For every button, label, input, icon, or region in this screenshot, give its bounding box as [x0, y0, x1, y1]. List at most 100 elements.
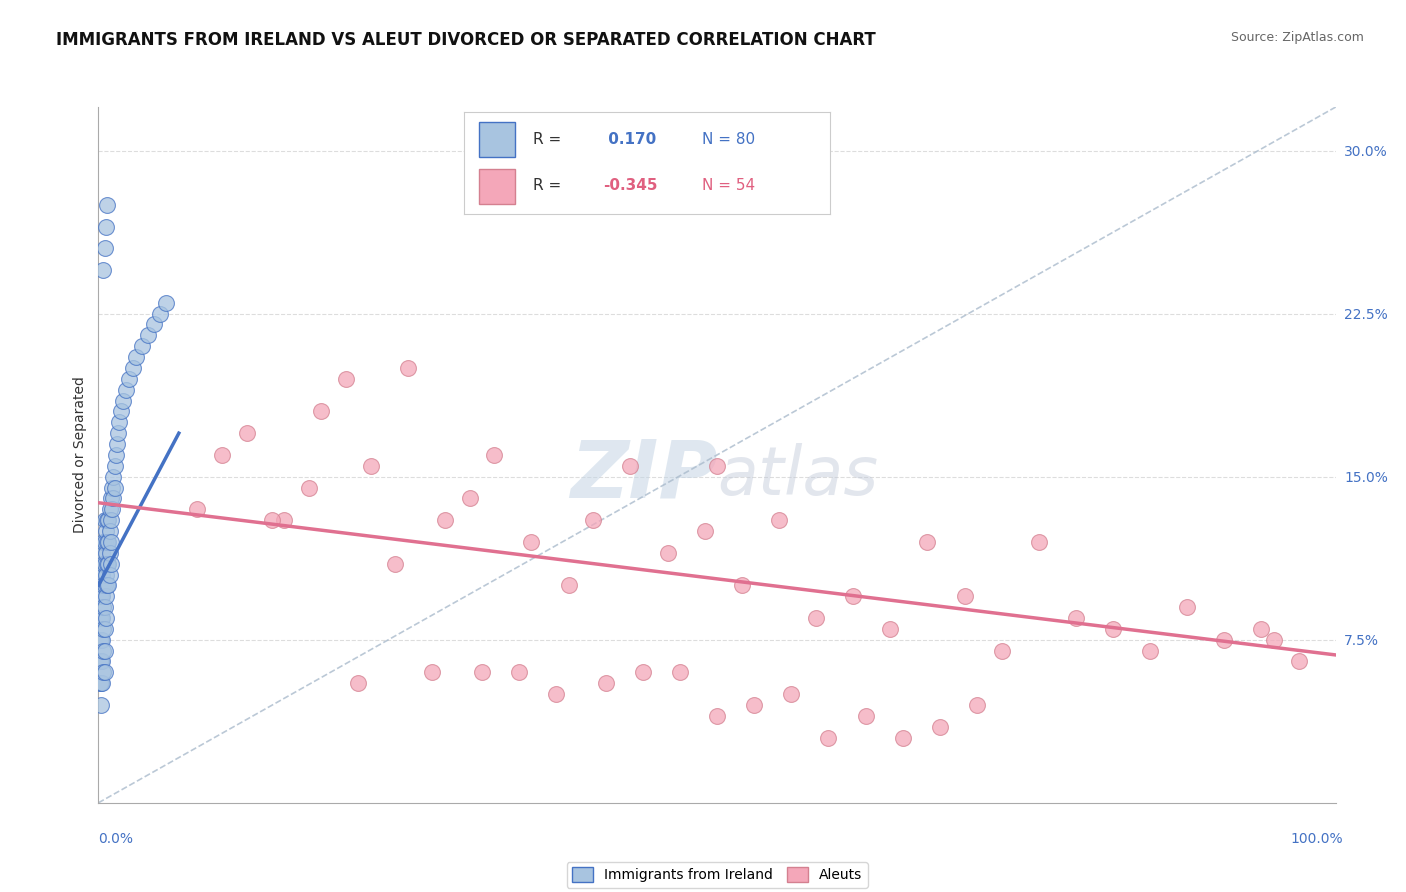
- Point: [384, 557, 406, 571]
- Point: [1139, 643, 1161, 657]
- Point: [706, 708, 728, 723]
- Point: [149, 307, 172, 321]
- Point: [103, 458, 125, 473]
- Text: R =: R =: [533, 178, 561, 193]
- Point: [93, 513, 115, 527]
- Text: 0.170: 0.170: [603, 132, 657, 146]
- Point: [396, 360, 419, 375]
- Point: [93, 665, 115, 680]
- Point: [101, 481, 124, 495]
- Point: [731, 578, 754, 592]
- Point: [94, 567, 117, 582]
- Point: [97, 535, 120, 549]
- Point: [90, 655, 112, 669]
- Point: [91, 567, 114, 582]
- Point: [879, 622, 901, 636]
- Point: [97, 578, 120, 592]
- Point: [706, 458, 728, 473]
- Point: [93, 241, 115, 255]
- Point: [103, 491, 125, 506]
- Point: [1288, 655, 1310, 669]
- Text: ZIP: ZIP: [569, 437, 717, 515]
- Point: [335, 372, 357, 386]
- Point: [1175, 600, 1198, 615]
- Point: [107, 426, 129, 441]
- Point: [98, 567, 121, 582]
- Point: [155, 295, 177, 310]
- Point: [742, 698, 765, 712]
- Point: [1028, 535, 1050, 549]
- Point: [669, 665, 692, 680]
- Point: [105, 437, 128, 451]
- Text: R =: R =: [533, 132, 561, 146]
- Point: [100, 535, 122, 549]
- Text: atlas: atlas: [717, 442, 879, 508]
- Point: [1213, 632, 1236, 647]
- Point: [100, 557, 122, 571]
- Point: [101, 502, 124, 516]
- Point: [98, 502, 121, 516]
- Point: [298, 481, 321, 495]
- Point: [98, 546, 121, 560]
- Point: [93, 535, 115, 549]
- Point: [91, 676, 114, 690]
- Point: [891, 731, 914, 745]
- Point: [90, 589, 112, 603]
- FancyBboxPatch shape: [478, 122, 515, 157]
- Y-axis label: Divorced or Separated: Divorced or Separated: [73, 376, 87, 533]
- Point: [842, 589, 865, 603]
- Point: [114, 383, 136, 397]
- Point: [96, 513, 118, 527]
- Point: [103, 469, 125, 483]
- Point: [100, 491, 122, 506]
- Point: [97, 513, 120, 527]
- Point: [94, 219, 117, 234]
- Point: [966, 698, 988, 712]
- Point: [90, 676, 112, 690]
- Point: [97, 557, 120, 571]
- Text: Source: ZipAtlas.com: Source: ZipAtlas.com: [1230, 31, 1364, 45]
- Point: [619, 458, 641, 473]
- Point: [89, 655, 111, 669]
- Point: [112, 393, 135, 408]
- Point: [96, 557, 118, 571]
- Point: [471, 665, 494, 680]
- Point: [582, 513, 605, 527]
- Point: [990, 643, 1012, 657]
- Point: [93, 622, 115, 636]
- Point: [91, 632, 114, 647]
- Point: [89, 676, 111, 690]
- Point: [508, 665, 530, 680]
- Point: [260, 513, 283, 527]
- Text: IMMIGRANTS FROM IRELAND VS ALEUT DIVORCED OR SEPARATED CORRELATION CHART: IMMIGRANTS FROM IRELAND VS ALEUT DIVORCE…: [56, 31, 876, 49]
- Point: [855, 708, 877, 723]
- Point: [96, 578, 118, 592]
- Point: [90, 611, 112, 625]
- Point: [100, 513, 122, 527]
- Point: [91, 546, 114, 560]
- Point: [108, 415, 131, 429]
- Point: [89, 611, 111, 625]
- Text: 0.0%: 0.0%: [98, 832, 134, 846]
- Point: [93, 600, 115, 615]
- Point: [94, 524, 117, 538]
- Point: [93, 557, 115, 571]
- Point: [98, 524, 121, 538]
- Point: [131, 339, 153, 353]
- Point: [433, 513, 456, 527]
- Point: [94, 589, 117, 603]
- Point: [768, 513, 790, 527]
- Point: [89, 589, 111, 603]
- Point: [309, 404, 332, 418]
- Point: [96, 535, 118, 549]
- Point: [1250, 622, 1272, 636]
- Point: [96, 198, 118, 212]
- Point: [557, 578, 579, 592]
- Point: [91, 655, 114, 669]
- Point: [1263, 632, 1285, 647]
- Point: [1102, 622, 1125, 636]
- Point: [520, 535, 543, 549]
- Point: [1064, 611, 1087, 625]
- Point: [422, 665, 444, 680]
- Point: [236, 426, 259, 441]
